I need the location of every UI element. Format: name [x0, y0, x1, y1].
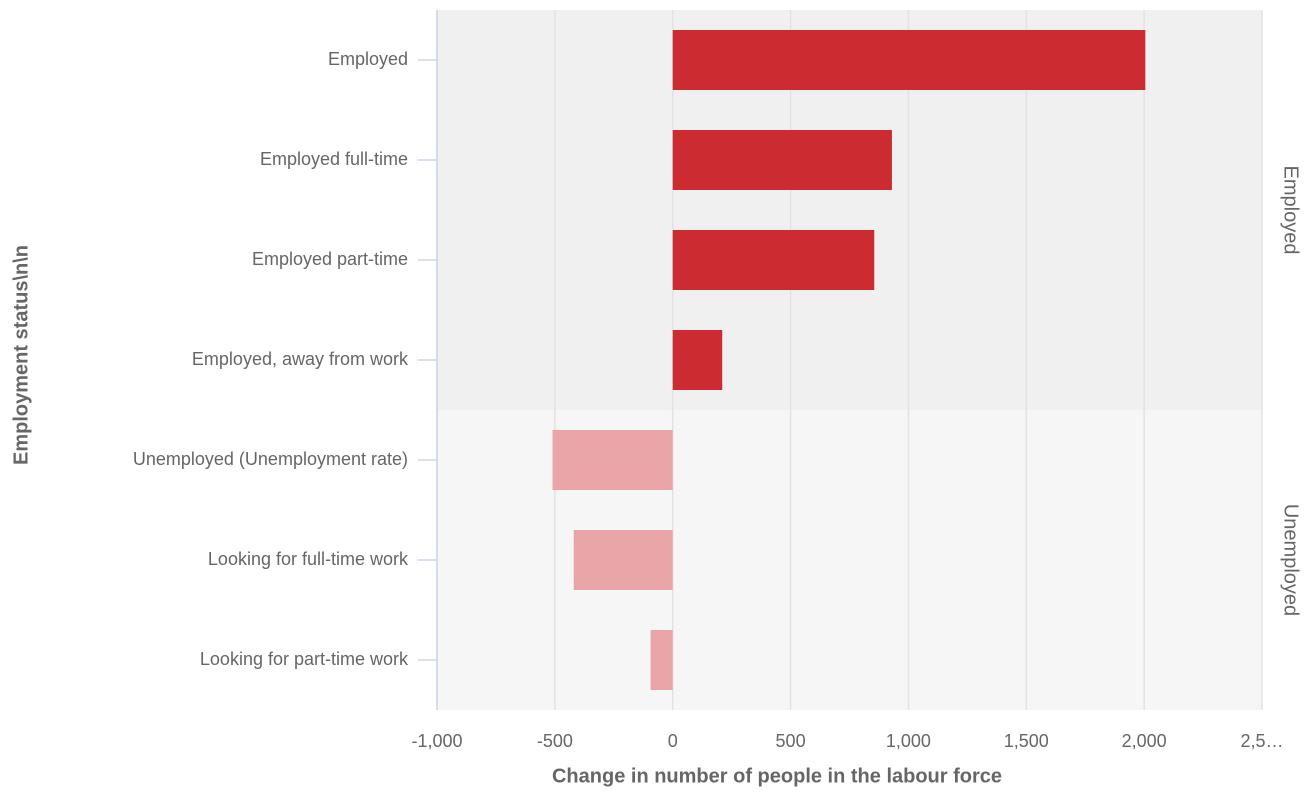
y-tick-label: Employed — [328, 49, 408, 69]
x-tick-label: -500 — [537, 731, 573, 751]
group-label: Employed — [1280, 166, 1302, 255]
x-tick-label: 1,500 — [1004, 731, 1049, 751]
y-tick-label: Unemployed (Unemployment rate) — [133, 449, 408, 469]
x-tick-label: -1,000 — [411, 731, 462, 751]
x-tick-label: 2,000 — [1122, 731, 1167, 751]
bar — [672, 30, 1146, 90]
x-tick-label: 0 — [668, 731, 678, 751]
x-tick-label: 2,5… — [1240, 731, 1283, 751]
bar — [672, 230, 875, 290]
y-tick-label: Employed full-time — [260, 149, 408, 169]
x-axis-title: Change in number of people in the labour… — [552, 765, 1002, 787]
bar — [552, 430, 673, 490]
y-tick-label: Looking for full-time work — [208, 549, 409, 569]
bar — [672, 130, 892, 190]
x-tick-label: 500 — [776, 731, 806, 751]
y-tick-label: Employed part-time — [252, 249, 408, 269]
x-tick-label: 1,000 — [886, 731, 931, 751]
y-axis-title: Employment status\n\n — [10, 245, 32, 465]
bar — [650, 630, 673, 690]
y-tick-label: Employed, away from work — [192, 349, 409, 369]
group-label: Unemployed — [1280, 504, 1302, 616]
y-tick-label: Looking for part-time work — [200, 649, 409, 669]
bar — [672, 330, 723, 390]
bar — [573, 530, 673, 590]
